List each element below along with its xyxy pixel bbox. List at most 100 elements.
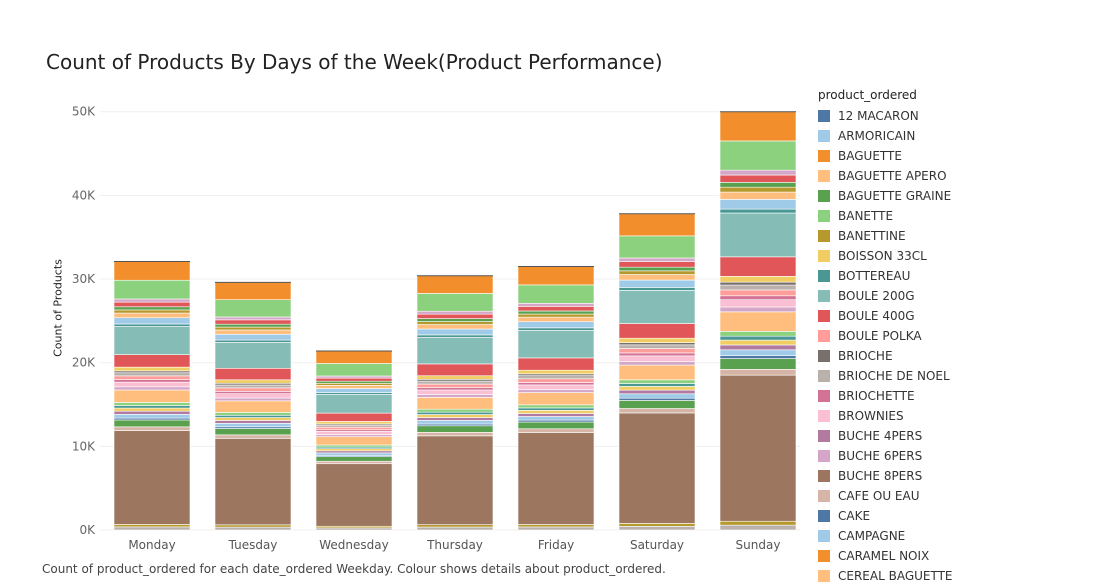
bar-segment[interactable] — [719, 374, 797, 522]
bar-segment[interactable] — [618, 364, 696, 381]
legend-item[interactable]: BUCHE 8PERS — [818, 466, 1108, 486]
bar-monday[interactable] — [113, 260, 191, 531]
legend-item[interactable]: BANETTINE — [818, 226, 1108, 246]
bar-segment[interactable] — [719, 191, 797, 200]
bar-segment[interactable] — [214, 282, 292, 300]
bar-segment[interactable] — [517, 432, 595, 525]
bar-segment[interactable] — [315, 431, 393, 435]
bar-segment[interactable] — [315, 426, 393, 431]
legend-item[interactable]: ARMORICAIN — [818, 126, 1108, 146]
bar-segment[interactable] — [416, 414, 494, 418]
bar-segment[interactable] — [719, 276, 797, 283]
legend-item[interactable]: CARAMEL NOIX — [818, 546, 1108, 566]
bar-segment[interactable] — [719, 311, 797, 332]
bar-segment[interactable] — [517, 428, 595, 433]
bar-segment[interactable] — [618, 355, 696, 362]
legend-item[interactable]: CEREAL BAGUETTE — [818, 566, 1108, 586]
bar-segment[interactable] — [113, 426, 191, 431]
bar-segment[interactable] — [214, 423, 292, 428]
legend-item[interactable]: 12 MACARON — [818, 106, 1108, 126]
bar-segment[interactable] — [315, 448, 393, 452]
bar-segment[interactable] — [214, 319, 292, 325]
bar-segment[interactable] — [719, 331, 797, 337]
bar-segment[interactable] — [719, 369, 797, 376]
bar-segment[interactable] — [214, 393, 292, 399]
bar-segment[interactable] — [315, 382, 393, 386]
bar-segment[interactable] — [618, 352, 696, 357]
bar-segment[interactable] — [618, 348, 696, 354]
bar-segment[interactable] — [113, 306, 191, 311]
bar-segment[interactable] — [315, 363, 393, 377]
bar-segment[interactable] — [719, 344, 797, 351]
bar-segment[interactable] — [315, 436, 393, 446]
bar-segment[interactable] — [618, 337, 696, 343]
bar-segment[interactable] — [719, 111, 797, 142]
bar-segment[interactable] — [618, 323, 696, 339]
bar-segment[interactable] — [113, 386, 191, 391]
bar-segment[interactable] — [517, 369, 595, 375]
bar-segment[interactable] — [517, 392, 595, 406]
bar-segment[interactable] — [618, 361, 696, 366]
bar-segment[interactable] — [517, 404, 595, 409]
bar-segment[interactable] — [416, 411, 494, 415]
bar-segment[interactable] — [618, 412, 696, 524]
bar-segment[interactable] — [113, 309, 191, 314]
bar-segment[interactable] — [113, 526, 191, 531]
legend-item[interactable]: BANETTE — [818, 206, 1108, 226]
legend-item[interactable]: BAGUETTE APERO — [818, 166, 1108, 186]
bar-segment[interactable] — [719, 140, 797, 171]
bar-segment[interactable] — [517, 310, 595, 315]
bar-segment[interactable] — [618, 379, 696, 384]
bar-segment[interactable] — [618, 400, 696, 409]
bar-segment[interactable] — [113, 375, 191, 380]
bar-segment[interactable] — [113, 410, 191, 415]
legend-item[interactable]: BOISSON 33CL — [818, 246, 1108, 266]
bar-segment[interactable] — [416, 324, 494, 330]
bar-segment[interactable] — [113, 323, 191, 327]
bar-segment[interactable] — [719, 289, 797, 297]
bar-segment[interactable] — [214, 379, 292, 384]
legend-item[interactable]: BUCHE 6PERS — [818, 446, 1108, 466]
bar-segment[interactable] — [719, 335, 797, 341]
bar-segment[interactable] — [416, 425, 494, 433]
bar-segment[interactable] — [113, 407, 191, 412]
bar-segment[interactable] — [113, 298, 191, 303]
bar-segment[interactable] — [315, 456, 393, 462]
bar-segment[interactable] — [618, 235, 696, 259]
bar-segment[interactable] — [315, 377, 393, 382]
bar-segment[interactable] — [618, 383, 696, 387]
legend-item[interactable]: BRIOCHE — [818, 346, 1108, 366]
bar-segment[interactable] — [719, 281, 797, 286]
bar-segment[interactable] — [416, 310, 494, 315]
bar-segment[interactable] — [517, 384, 595, 390]
bar-segment[interactable] — [618, 342, 696, 346]
legend-item[interactable]: BAGUETTE GRAINE — [818, 186, 1108, 206]
legend-item[interactable]: CAKE — [818, 506, 1108, 526]
bar-segment[interactable] — [214, 417, 292, 421]
bar-segment[interactable] — [315, 412, 393, 422]
bar-segment[interactable] — [517, 407, 595, 411]
bar-saturday[interactable] — [618, 213, 696, 531]
bar-segment[interactable] — [315, 527, 393, 531]
bar-segment[interactable] — [315, 450, 393, 454]
bar-segment[interactable] — [214, 526, 292, 531]
bar-segment[interactable] — [618, 266, 696, 272]
bar-segment[interactable] — [517, 389, 595, 393]
bar-segment[interactable] — [517, 526, 595, 531]
bar-segment[interactable] — [214, 414, 292, 418]
bar-segment[interactable] — [719, 212, 797, 258]
bar-segment[interactable] — [719, 186, 797, 193]
legend-item[interactable]: BROWNIES — [818, 406, 1108, 426]
bar-segment[interactable] — [315, 463, 393, 527]
legend-item[interactable]: BUCHE 4PERS — [818, 426, 1108, 446]
bar-segment[interactable] — [113, 326, 191, 355]
bar-segment[interactable] — [719, 295, 797, 300]
bar-segment[interactable] — [416, 383, 494, 388]
bar-segment[interactable] — [517, 416, 595, 421]
legend-item[interactable]: BOULE POLKA — [818, 326, 1108, 346]
bar-segment[interactable] — [618, 389, 696, 395]
bar-segment[interactable] — [618, 526, 696, 531]
bar-segment[interactable] — [618, 287, 696, 291]
bar-segment[interactable] — [517, 375, 595, 380]
bar-segment[interactable] — [416, 318, 494, 322]
